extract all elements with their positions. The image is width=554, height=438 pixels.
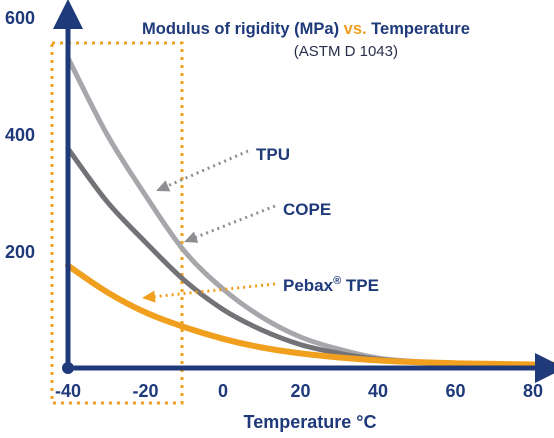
pointer-arrowhead-pebax: [142, 290, 156, 303]
x-tick-label: -20: [132, 381, 158, 401]
series-line-pebax: [65, 262, 554, 368]
series-line-cope: [65, 146, 554, 368]
chart-title: Modulus of rigidity (MPa) vs. Temperatur…: [142, 20, 470, 38]
x-tick-label: 80: [523, 381, 543, 401]
chart-subtitle: (ASTM D 1043): [294, 43, 398, 60]
x-ticks: -40 -20 0 20 40 60 80: [55, 381, 543, 401]
y-tick-label: 200: [5, 242, 35, 262]
series-label-pebax: Pebax® TPE: [283, 275, 379, 295]
y-tick-label: 600: [5, 8, 35, 28]
pointer-layer: [142, 149, 276, 303]
series-label-tpu: TPU: [256, 145, 290, 164]
x-tick-label: -40: [55, 381, 81, 401]
x-tick-label: 60: [445, 381, 465, 401]
y-ticks: 200 400 600: [5, 8, 35, 262]
pointer-line-pebax: [151, 282, 276, 299]
highlight-region: [50, 41, 184, 405]
axis-origin: [62, 362, 74, 374]
pointer-arrowhead-tpu: [156, 180, 171, 192]
chart-title-vs: vs.: [344, 20, 367, 38]
x-tick-label: 40: [368, 381, 388, 401]
pointer-arrowhead-cope: [184, 231, 199, 243]
series-label-pebax-name: Pebax: [283, 276, 334, 295]
series-label-cope: COPE: [283, 200, 331, 219]
series-layer: [65, 55, 554, 368]
chart-title-part1: Modulus of rigidity (MPa): [142, 20, 344, 38]
y-tick-label: 400: [5, 125, 35, 145]
pointer-line-tpu: [164, 149, 249, 189]
pointer-line-cope: [192, 204, 276, 240]
x-tick-label: 0: [218, 381, 228, 401]
series-label-pebax-sup: ®: [333, 275, 341, 287]
chart-title-part3: Temperature: [367, 20, 470, 38]
x-tick-label: 20: [290, 381, 310, 401]
labels-layer: TPU COPE Pebax® TPE: [256, 145, 379, 295]
x-axis-label: Temperature °C: [244, 412, 377, 432]
series-label-pebax-rest: TPE: [341, 276, 379, 295]
